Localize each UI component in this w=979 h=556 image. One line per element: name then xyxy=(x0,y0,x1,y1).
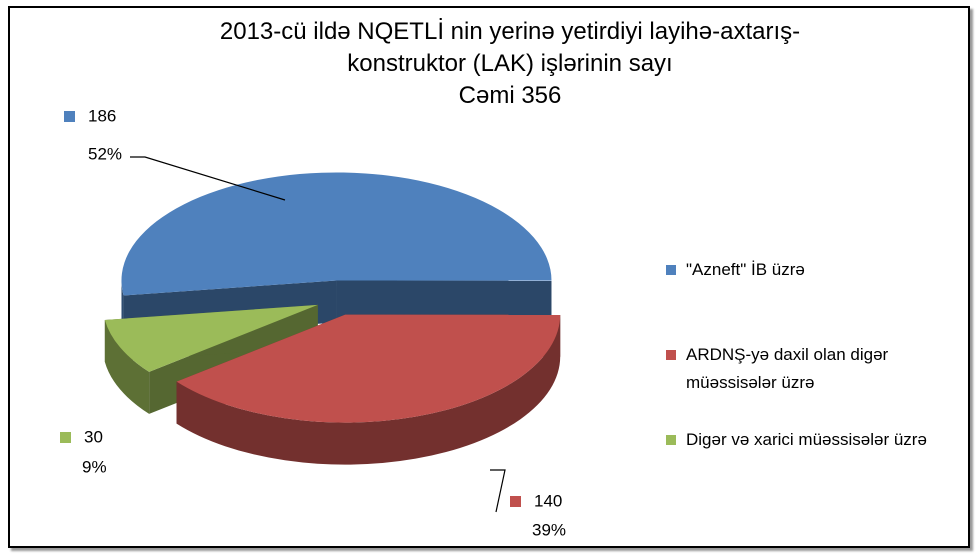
label-key xyxy=(60,432,71,443)
legend-key xyxy=(666,265,676,275)
title-line: konstruktor (LAK) işlərinin sayı xyxy=(347,50,673,77)
legend-label: Digər və xarici müəssisələr üzrə xyxy=(686,430,927,449)
label-key xyxy=(64,111,75,122)
leader-line xyxy=(130,156,286,201)
legend-label: "Azneft" İB üzrə xyxy=(686,260,805,279)
data-label: 186 xyxy=(88,106,116,125)
slice-wall xyxy=(104,319,150,414)
legend-key xyxy=(666,435,676,445)
data-label: 140 xyxy=(534,491,562,510)
leader-line xyxy=(490,469,506,513)
pie-slice xyxy=(176,314,561,465)
title-line: Cəmi 356 xyxy=(458,82,562,109)
legend-label: ARDNŞ-yə daxil olan digər müəssisələr üz… xyxy=(686,345,889,392)
slice-top xyxy=(121,172,552,296)
pie-slice xyxy=(121,172,552,338)
slice-top xyxy=(176,314,561,423)
percent-label: 39% xyxy=(532,520,566,539)
slice-wall xyxy=(176,314,561,465)
title-line: 2013-cü ildə NQETLİ nin yerinə yetirdiyi… xyxy=(219,18,801,45)
slice-side xyxy=(336,280,552,323)
chart-title: 2013-cü ildə NQETLİ nin yerinə yetirdiyi… xyxy=(110,16,910,112)
label-key xyxy=(510,496,521,507)
percent-label: 52% xyxy=(88,144,122,163)
legend-key xyxy=(666,350,676,360)
slice-top xyxy=(104,304,318,372)
percent-label: 9% xyxy=(82,457,107,476)
data-label: 30 xyxy=(84,427,103,446)
